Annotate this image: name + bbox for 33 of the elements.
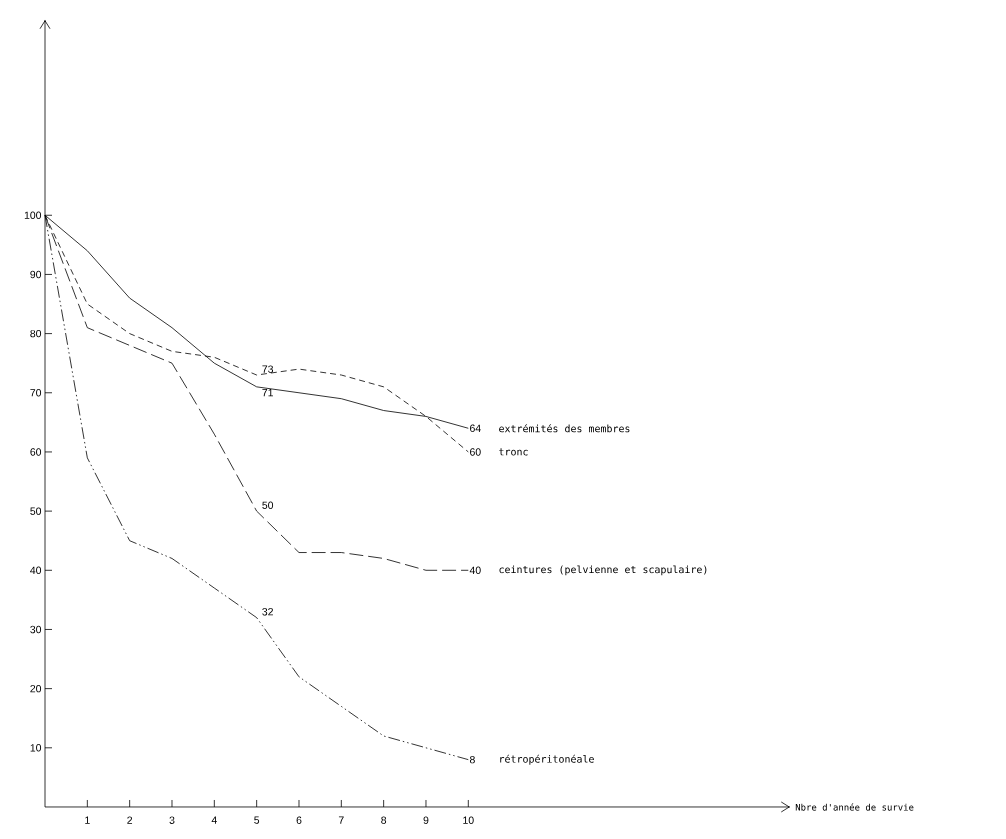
y-tick-label: 20 bbox=[30, 684, 42, 693]
text: extrémités des membres bbox=[499, 424, 630, 433]
x-tick-label: 2 bbox=[127, 816, 133, 824]
x-tick-label: 10 bbox=[463, 816, 474, 824]
text: ceintures (pelvienne et scapulaire) bbox=[499, 565, 707, 576]
y-tick-label: 80 bbox=[30, 329, 42, 338]
y-tick-label: 10 bbox=[30, 744, 42, 752]
data-label: 40 bbox=[469, 566, 481, 574]
y-tick-label: 100 bbox=[24, 211, 42, 219]
x-tick-label: 1 bbox=[85, 816, 90, 824]
y-tick-label: 90 bbox=[30, 270, 42, 279]
x-tick-label: 8 bbox=[381, 816, 387, 824]
data-label: 64 bbox=[470, 424, 481, 432]
y-tick-label: 30 bbox=[30, 625, 42, 634]
y-tick-label: 60 bbox=[30, 448, 42, 456]
x-axis-title: Nbre d'année de survie bbox=[795, 803, 914, 811]
x-tick-label: 3 bbox=[169, 816, 175, 824]
y-tick-label: 50 bbox=[30, 507, 42, 515]
y-tick-label: 70 bbox=[30, 389, 42, 397]
data-label: 71 bbox=[262, 389, 273, 397]
x-tick-label: 4 bbox=[211, 816, 217, 824]
data-label: 32 bbox=[262, 608, 273, 616]
x-tick-label: 6 bbox=[296, 816, 302, 824]
x-tick-label: 9 bbox=[423, 816, 429, 824]
text: rétropéritonéale bbox=[500, 754, 594, 765]
data-label: 60 bbox=[470, 448, 481, 456]
data-label: 73 bbox=[262, 365, 274, 373]
y-tick-label: 40 bbox=[30, 566, 42, 574]
text: tronc bbox=[499, 448, 528, 456]
data-label: 50 bbox=[262, 501, 274, 509]
data-label: 8 bbox=[469, 755, 475, 764]
x-tick-label: 7 bbox=[338, 816, 344, 824]
x-tick-label: 5 bbox=[254, 816, 260, 824]
